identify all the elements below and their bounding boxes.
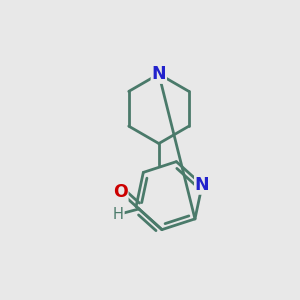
Text: N: N [195,176,209,194]
Text: O: O [113,183,128,201]
Text: N: N [152,65,166,83]
Text: H: H [113,207,124,222]
